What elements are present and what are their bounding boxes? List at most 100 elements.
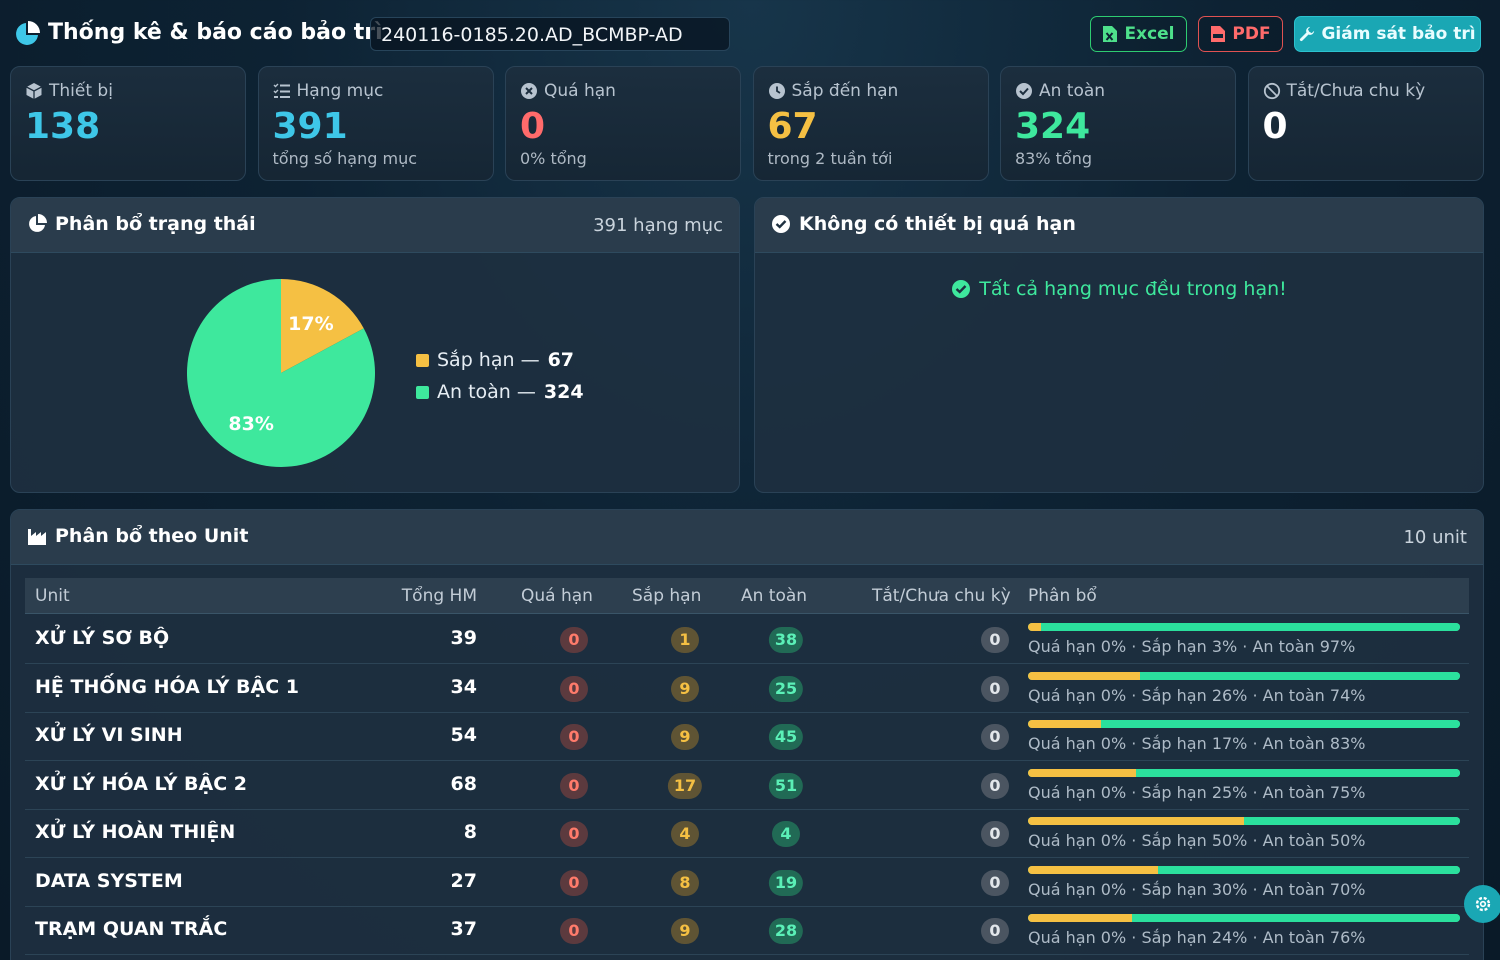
unit-name: XỬ LÝ VI SINH bbox=[35, 724, 183, 746]
safe-badge: 51 bbox=[768, 772, 804, 799]
stat-label: Quá hạn bbox=[520, 81, 616, 101]
unit-distribution-panel: Phân bổ theo Unit 10 unit Unit Tổng HM Q… bbox=[10, 509, 1484, 960]
status-distribution-panel: Phân bổ trạng thái 391 hạng mục 17% 83% S… bbox=[10, 197, 740, 493]
safe-badge: 28 bbox=[768, 918, 804, 944]
export-excel-label: Excel bbox=[1124, 24, 1175, 44]
col-total[interactable]: Tổng HM bbox=[401, 586, 477, 606]
distribution-bar bbox=[1028, 914, 1460, 922]
unit-total: 37 bbox=[450, 918, 477, 940]
industry-icon bbox=[28, 529, 46, 545]
export-pdf-button[interactable]: PDF bbox=[1198, 16, 1283, 52]
legend-item: An toàn — 324 bbox=[416, 376, 584, 408]
off-badge: 0 bbox=[981, 724, 1009, 750]
off-badge: 0 bbox=[981, 627, 1009, 653]
distribution-bar bbox=[1028, 865, 1460, 874]
table-row[interactable]: DATA SYSTEM 27 0 8 19 0 Quá hạn 0% · Sắp hạn 3… bbox=[25, 858, 1469, 907]
stat-subtitle: 0% tổng bbox=[520, 149, 587, 168]
table-row[interactable]: XỬ LÝ HÓA LÝ BẬC 2 68 0 17 51 0 Quá hạn 0% · S… bbox=[25, 761, 1469, 810]
check-circle-icon bbox=[1016, 83, 1032, 99]
col-overdue[interactable]: Quá hạn bbox=[521, 586, 593, 606]
bar-upcoming bbox=[1028, 865, 1158, 874]
stat-label: Thiết bị bbox=[25, 81, 113, 101]
unit-name: TRẠM QUAN TRẮC bbox=[35, 918, 228, 940]
status-panel-title: Phân bổ trạng thái bbox=[27, 213, 256, 235]
col-off[interactable]: Tắt/Chưa chu kỳ bbox=[872, 586, 1011, 606]
upcoming-badge: 9 bbox=[671, 918, 699, 944]
table-row[interactable]: HỆ THỐNG HÓA LÝ BẬC 1 34 0 9 25 0 Quá hạn 0% ·… bbox=[25, 664, 1469, 713]
unit-name: DATA SYSTEM bbox=[35, 869, 183, 892]
col-unit[interactable]: Unit bbox=[35, 586, 70, 606]
bar-safe bbox=[1131, 914, 1460, 922]
table-row[interactable]: TRẠM QUAN TRẮC 37 0 9 28 0 Quá hạn 0% · Sắp hạ… bbox=[25, 906, 1469, 955]
check-circle-icon bbox=[952, 280, 971, 298]
off-badge: 0 bbox=[981, 821, 1009, 847]
col-safe[interactable]: An toàn bbox=[741, 586, 808, 606]
bar-safe bbox=[1040, 623, 1460, 631]
stat-value: 67 bbox=[767, 106, 818, 147]
bar-upcoming bbox=[1028, 623, 1041, 631]
distribution-bar bbox=[1028, 817, 1460, 825]
unit-total: 68 bbox=[450, 772, 477, 795]
bar-upcoming bbox=[1028, 720, 1102, 728]
legend-swatch bbox=[416, 385, 429, 399]
status-panel-header: Phân bổ trạng thái 391 hạng mục bbox=[11, 198, 739, 253]
settings-fab[interactable] bbox=[1464, 885, 1500, 923]
unit-total: 27 bbox=[450, 869, 477, 892]
overdue-badge: 0 bbox=[560, 821, 588, 847]
safe-badge: 45 bbox=[768, 724, 804, 750]
col-distribution[interactable]: Phân bổ bbox=[1028, 586, 1097, 606]
bar-upcoming bbox=[1028, 671, 1141, 680]
legend-label: Sắp hạn — bbox=[437, 349, 540, 371]
distribution-text: Quá hạn 0% · Sắp hạn 24% · An toàn 76% bbox=[1028, 928, 1366, 947]
pie-label-0: 17% bbox=[288, 313, 333, 335]
distribution-text: Quá hạn 0% · Sắp hạn 50% · An toàn 50% bbox=[1028, 831, 1366, 850]
distribution-text: Quá hạn 0% · Sắp hạn 3% · An toàn 97% bbox=[1028, 637, 1356, 656]
table-row[interactable]: XỬ LÝ VI SINH 54 0 9 45 0 Quá hạn 0% · Sắp hạn… bbox=[25, 712, 1469, 761]
stat-subtitle: trong 2 tuần tới bbox=[767, 149, 893, 168]
report-code-field[interactable]: 240116-0185.20.AD_BCMBP-AD bbox=[370, 17, 730, 51]
stat-value: 391 bbox=[272, 106, 348, 147]
overdue-panel-header: Không có thiết bị quá hạn bbox=[755, 198, 1483, 253]
unit-total: 8 bbox=[463, 821, 477, 843]
pie-label-1: 83% bbox=[228, 413, 273, 435]
distribution-bar bbox=[1028, 671, 1460, 680]
clock-icon bbox=[768, 83, 785, 99]
export-excel-button[interactable]: Excel bbox=[1090, 16, 1187, 52]
overdue-badge: 0 bbox=[560, 724, 588, 750]
pie-slice-0[interactable] bbox=[281, 279, 364, 373]
table-row[interactable]: XỬ LÝ HOÀN THIỆN 8 0 4 4 0 Quá hạn 0% · Sắp hạ… bbox=[25, 809, 1469, 858]
export-pdf-label: PDF bbox=[1232, 24, 1271, 44]
upcoming-badge: 9 bbox=[671, 675, 699, 702]
table-row[interactable]: XỬ LÝ SƠ BỘ 39 0 1 38 0 Quá hạn 0% · Sắp hạn 3… bbox=[25, 615, 1469, 664]
overdue-panel: Không có thiết bị quá hạn Tất cả hạng mụ… bbox=[754, 197, 1484, 493]
pie-chart-icon bbox=[16, 21, 40, 45]
stat-card-overdue: Quá hạn 0 0% tổng bbox=[505, 66, 741, 181]
distribution-text: Quá hạn 0% · Sắp hạn 30% · An toàn 70% bbox=[1028, 879, 1366, 899]
pie-slice-1[interactable] bbox=[187, 279, 375, 467]
stat-subtitle: tổng số hạng mục bbox=[272, 149, 418, 168]
stat-label: Hạng mục bbox=[273, 81, 383, 101]
legend-value: 67 bbox=[547, 349, 575, 371]
unit-total: 54 bbox=[450, 724, 477, 746]
gear-icon bbox=[1475, 896, 1491, 912]
upcoming-badge: 8 bbox=[671, 869, 699, 896]
unit-name: XỬ LÝ HOÀN THIỆN bbox=[35, 821, 236, 843]
col-upcoming[interactable]: Sắp hạn bbox=[632, 586, 702, 606]
status-pie-chart: 17% 83% bbox=[187, 279, 375, 467]
distribution-text: Quá hạn 0% · Sắp hạn 26% · An toàn 74% bbox=[1028, 685, 1366, 705]
file-pdf-icon bbox=[1211, 26, 1226, 42]
status-panel-count: 391 hạng mục bbox=[593, 215, 723, 236]
box-icon bbox=[26, 83, 42, 99]
stat-value: 324 bbox=[1015, 106, 1091, 147]
legend-swatch bbox=[416, 353, 429, 367]
upcoming-badge: 4 bbox=[671, 821, 699, 847]
off-badge: 0 bbox=[981, 918, 1009, 944]
maintenance-monitor-button[interactable]: Giám sát bảo trì bbox=[1294, 16, 1481, 52]
stat-card-upcoming: Sắp đến hạn 67 trong 2 tuần tới bbox=[752, 66, 989, 181]
distribution-text: Quá hạn 0% · Sắp hạn 17% · An toàn 83% bbox=[1028, 734, 1366, 753]
no-overdue-message: Tất cả hạng mục đều trong hạn! bbox=[755, 278, 1483, 300]
overdue-badge: 0 bbox=[560, 675, 588, 702]
unit-panel-title: Phân bổ theo Unit bbox=[27, 525, 248, 547]
distribution-bar bbox=[1028, 623, 1460, 631]
distribution-text: Quá hạn 0% · Sắp hạn 25% · An toàn 75% bbox=[1028, 782, 1366, 802]
